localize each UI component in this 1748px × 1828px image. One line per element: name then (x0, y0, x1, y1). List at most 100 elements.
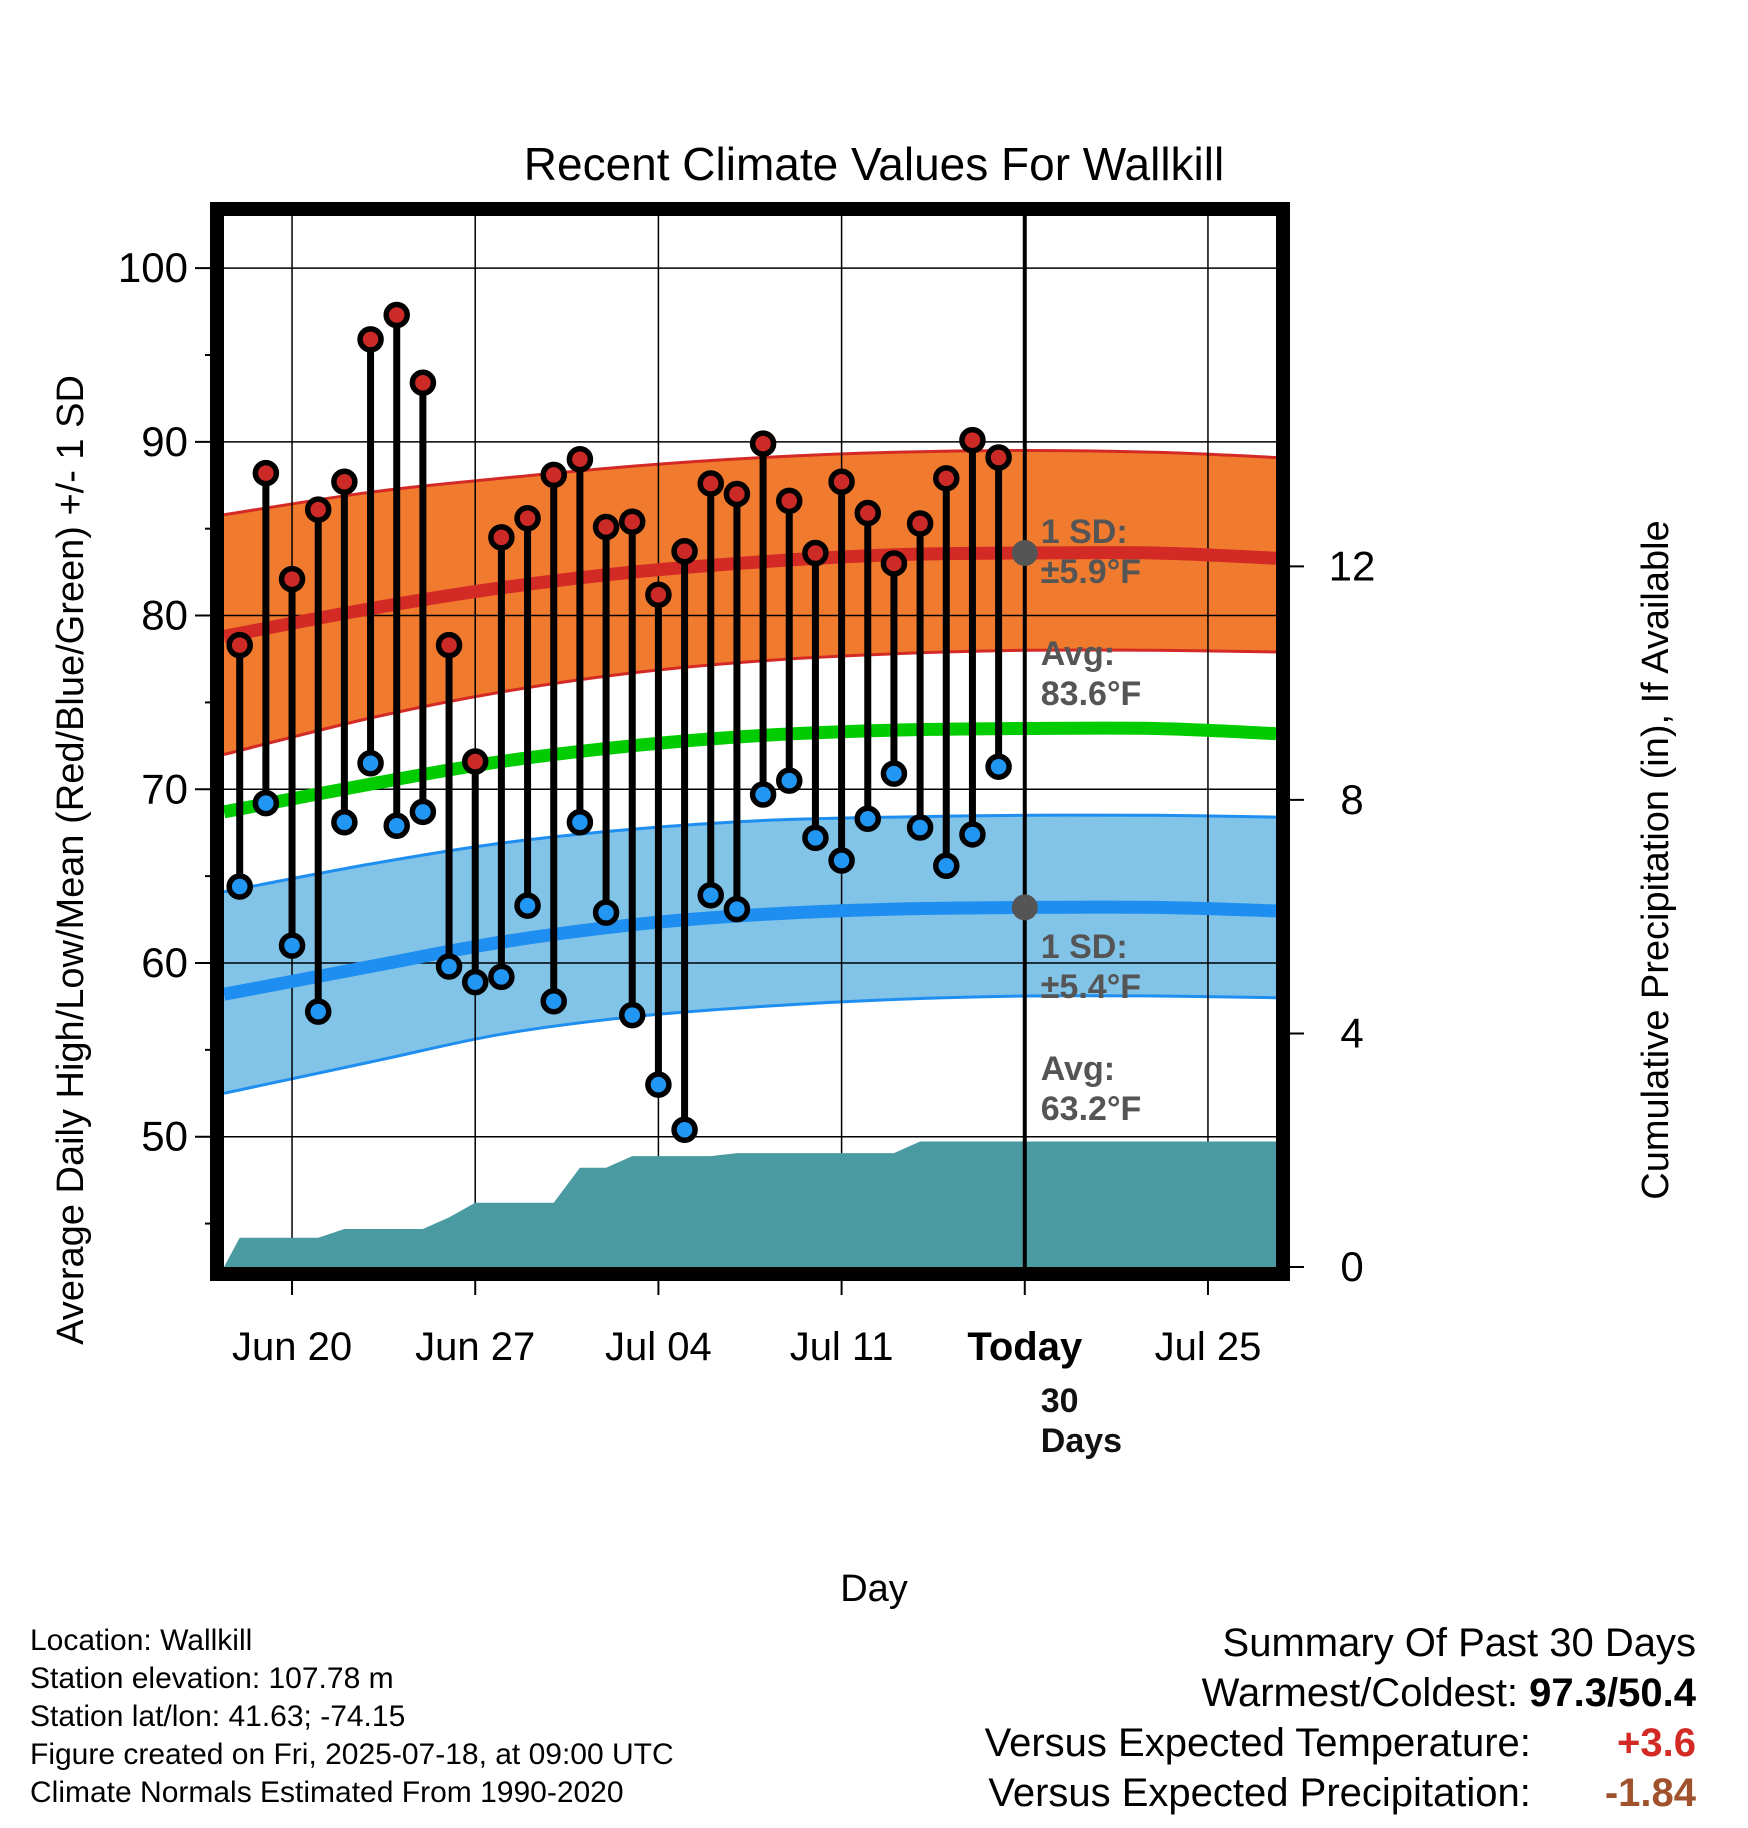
daily-high-point (357, 326, 384, 353)
daily-low-point (592, 899, 620, 926)
low-sd-annotation-line-1: 1 SD: (1041, 928, 1128, 966)
daily-low-point (226, 873, 253, 900)
daily-high-point (383, 301, 410, 329)
y-left-tick-label: 60 (141, 939, 188, 986)
daily-low-point (776, 767, 803, 794)
y-left-tick-label: 50 (141, 1113, 188, 1160)
daily-high-point (697, 470, 724, 497)
daily-high-point (226, 631, 253, 659)
high-sd-annotation-line-1: 1 SD: (1041, 513, 1128, 551)
daily-high-point (880, 550, 908, 577)
daily-low-point (278, 932, 306, 959)
daily-high-point (854, 499, 882, 527)
daily-low-point (331, 809, 358, 836)
high-sd-band (224, 450, 1276, 755)
daily-low-point (304, 998, 332, 1025)
daily-low-point (828, 847, 855, 874)
precip-period-annotation-line-1: 30 (1041, 1382, 1079, 1420)
low-sd-band (224, 815, 1276, 1094)
daily-low-point (906, 814, 934, 841)
y-left-tick-label: 70 (141, 765, 188, 812)
figure-created: Figure created on Fri, 2025-07-18, at 09… (30, 1738, 674, 1771)
precip-area (224, 1141, 1276, 1267)
chart-title: Recent Climate Values For Wallkill (524, 138, 1224, 190)
station-latlon: Station lat/lon: 41.63; -74.15 (30, 1700, 406, 1733)
low-sd-upper-edge (223, 813, 1277, 894)
daily-high-point (435, 631, 463, 659)
daily-low-point (488, 963, 515, 991)
daily-high-point (514, 505, 541, 532)
summary-panel: Summary Of Past 30 Days Warmest/Coldest:… (985, 1618, 1696, 1818)
daily-high-point (304, 496, 332, 523)
summary-title: Summary Of Past 30 Days (1222, 1621, 1696, 1665)
daily-high-point (461, 748, 489, 775)
low-avg-annotation-line-2: 63.2°F (1041, 1090, 1142, 1128)
daily-low-point (435, 953, 463, 980)
y-axis-right-label: Cumulative Precipitation (in), If Availa… (1635, 520, 1677, 1199)
x-axis-label: Day (840, 1568, 908, 1610)
daily-low-point (723, 895, 751, 923)
x-tick-label: Jul 25 (1155, 1325, 1262, 1369)
warmest-coldest-label: Warmest/Coldest: (1201, 1671, 1519, 1715)
station-elevation: Station elevation: 107.78 m (30, 1662, 394, 1695)
daily-high-point (802, 539, 829, 567)
y-left-tick-label: 80 (141, 592, 188, 639)
temp-vs-expected-value: +3.6 (1617, 1721, 1696, 1765)
high-avg-annotation-line-2: 83.6°F (1041, 675, 1142, 713)
station-location: Location: Wallkill (30, 1624, 253, 1657)
precip-period-annotation-line-2: Days (1041, 1422, 1122, 1460)
x-tick-label: Jun 27 (415, 1325, 535, 1369)
x-tick-label: Today (967, 1325, 1083, 1369)
daily-low-point (959, 821, 986, 848)
daily-low-point (252, 789, 280, 817)
daily-low-point (461, 968, 489, 996)
daily-high-point (488, 524, 515, 551)
y-left-tick-label: 100 (118, 244, 188, 291)
daily-high-point (409, 369, 437, 397)
daily-low-point (409, 798, 437, 826)
daily-high-point (252, 459, 280, 487)
temp-vs-expected-label: Versus Expected Temperature: (984, 1721, 1531, 1765)
low-sd-lower-edge (223, 994, 1277, 1095)
daily-low-point (357, 749, 384, 777)
y-right-tick-label: 12 (1329, 542, 1376, 589)
low-avg-annotation-line-1: Avg: (1041, 1050, 1115, 1088)
climate-chart: Recent Climate Values For Wallkill 1 SD:… (50, 138, 1677, 1610)
y-right-tick-label: 4 (1340, 1009, 1363, 1056)
daily-high-point (331, 468, 358, 496)
daily-low-point (933, 852, 960, 879)
daily-high-point (933, 465, 960, 492)
x-tick-label: Jul 11 (790, 1325, 894, 1369)
daily-high-point (723, 480, 751, 508)
today-avg-high-marker (1011, 540, 1038, 567)
daily-low-point (985, 753, 1012, 780)
summary-temp: Versus Expected Temperature: +3.6 (985, 1718, 1696, 1768)
daily-ranges (226, 301, 1012, 1144)
normal-bands (223, 448, 1277, 1095)
daily-low-point (514, 892, 541, 919)
precip-vs-expected-label: Versus Expected Precipitation: (988, 1771, 1531, 1815)
daily-low-point (566, 809, 594, 836)
warmest-coldest-value: 97.3/50.4 (1529, 1671, 1696, 1715)
daily-low-point (880, 760, 908, 787)
cumulative-precip-area (224, 1141, 1276, 1267)
daily-low-point (671, 1116, 698, 1144)
daily-low-point (749, 781, 777, 808)
precip-vs-expected-value: -1.84 (1604, 1771, 1696, 1815)
daily-high-point (749, 430, 777, 457)
daily-high-point (906, 510, 934, 537)
daily-high-point (985, 444, 1012, 471)
daily-high-point (278, 565, 306, 593)
today-avg-low-marker (1011, 894, 1038, 921)
x-tick-label: Jun 20 (232, 1325, 352, 1369)
daily-high-point (959, 426, 986, 454)
x-tick-label: Jul 04 (605, 1325, 712, 1369)
y-right-tick-label: 0 (1340, 1243, 1363, 1290)
daily-high-point (566, 445, 594, 473)
daily-high-point (671, 538, 698, 565)
daily-high-point (828, 468, 855, 496)
daily-low-point (618, 1001, 646, 1029)
daily-high-point (776, 487, 803, 515)
normals-period: Climate Normals Estimated From 1990-2020 (30, 1776, 624, 1809)
y-right-tick-label: 8 (1340, 776, 1363, 823)
